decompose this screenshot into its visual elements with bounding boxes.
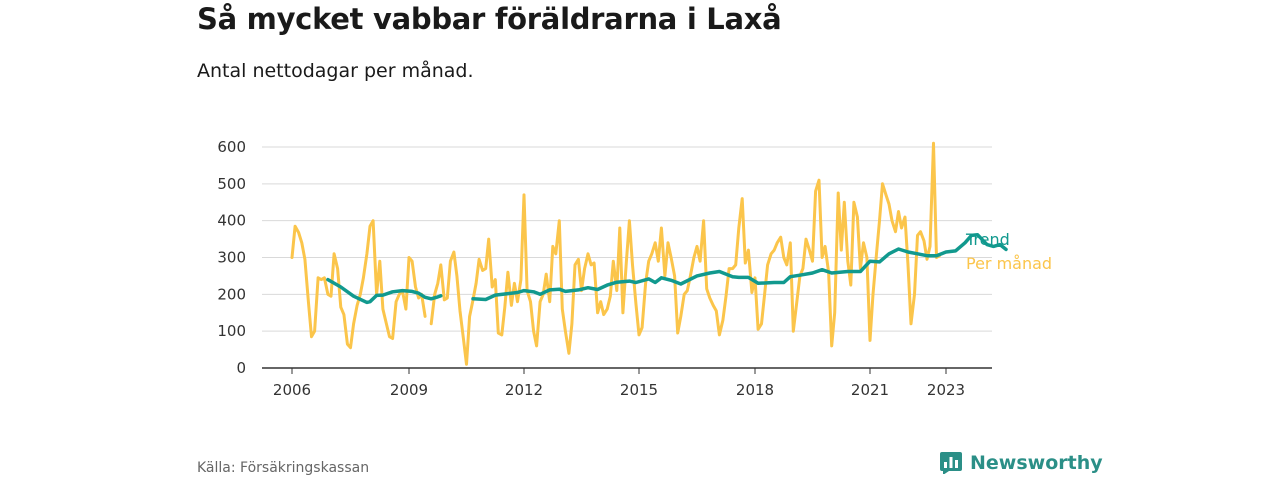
x-tick-label: 2009 bbox=[390, 381, 428, 399]
series-lines bbox=[290, 141, 1008, 366]
monthly-series-label: Per månad bbox=[966, 254, 1052, 273]
y-tick-label: 200 bbox=[217, 285, 246, 303]
x-tick-label: 2012 bbox=[505, 381, 543, 399]
newsworthy-logo-icon bbox=[940, 452, 962, 474]
series-labels: Trend Per månad bbox=[965, 230, 1052, 273]
source-note: Källa: Försäkringskassan bbox=[197, 460, 370, 476]
chart-title: Så mycket vabbar föräldrarna i Laxå bbox=[197, 2, 782, 36]
y-tick-label: 0 bbox=[236, 359, 246, 377]
x-tick-label: 2006 bbox=[273, 381, 311, 399]
chart-subtitle: Antal nettodagar per månad. bbox=[197, 60, 474, 82]
trend-series-label: Trend bbox=[965, 230, 1010, 249]
x-tick-label: 2015 bbox=[620, 381, 658, 399]
x-tick-label: 2021 bbox=[851, 381, 889, 399]
y-tick-label: 300 bbox=[217, 249, 246, 267]
y-tick-label: 100 bbox=[217, 322, 246, 340]
x-tick-label: 2018 bbox=[736, 381, 774, 399]
brand-logo: Newsworthy bbox=[940, 452, 1103, 474]
y-tick-label: 400 bbox=[217, 212, 246, 230]
brand-name: Newsworthy bbox=[970, 452, 1103, 474]
x-axis-ticks: 2006 2009 2012 2015 2018 2021 2023 bbox=[273, 368, 965, 399]
y-tick-label: 600 bbox=[217, 138, 246, 156]
y-tick-label: 500 bbox=[217, 175, 246, 193]
x-tick-label: 2023 bbox=[927, 381, 965, 399]
trend-series-line bbox=[326, 232, 1008, 305]
y-axis-ticks: 0 100 200 300 400 500 600 bbox=[217, 138, 246, 377]
